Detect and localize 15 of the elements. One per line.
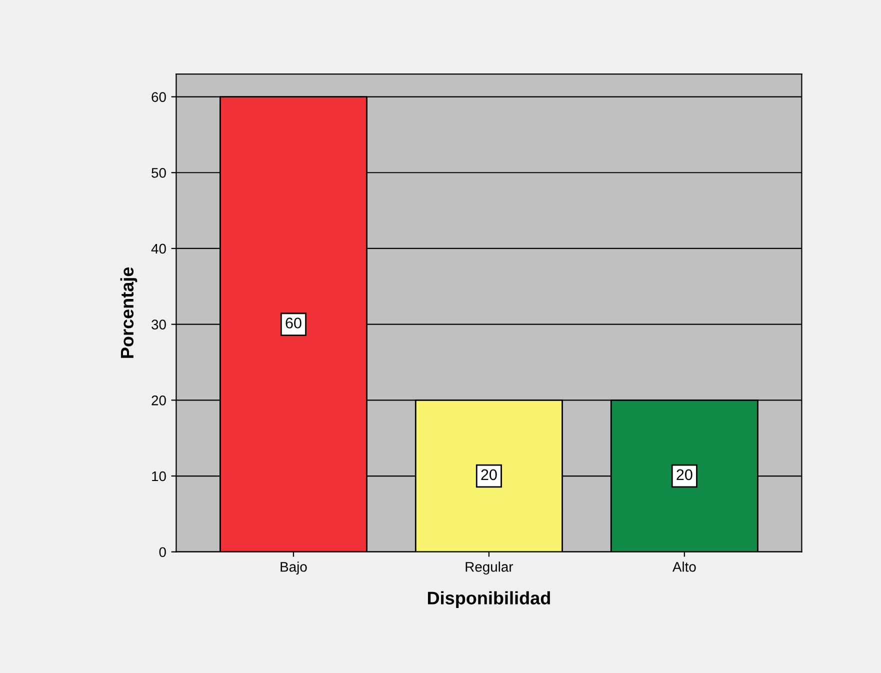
y-tick-label: 20 bbox=[152, 396, 166, 406]
x-tick-label: Bajo bbox=[280, 562, 307, 575]
y-axis-title: Porcentaje bbox=[120, 267, 138, 358]
data-label: 20 bbox=[481, 469, 497, 480]
y-tick-label: 40 bbox=[151, 244, 166, 254]
data-label: 20 bbox=[676, 469, 692, 480]
x-axis-title: Disponibilidad bbox=[428, 591, 550, 608]
x-tick-label: Regular bbox=[466, 562, 514, 575]
y-tick-label: 0 bbox=[159, 547, 166, 558]
y-tick-label: 10 bbox=[152, 471, 166, 482]
y-tick-label: 60 bbox=[152, 92, 166, 102]
y-tick-label: 50 bbox=[152, 168, 166, 178]
x-tick-label: Alto bbox=[672, 562, 696, 572]
data-label: 60 bbox=[286, 318, 302, 328]
y-tick-label: 30 bbox=[152, 320, 166, 330]
